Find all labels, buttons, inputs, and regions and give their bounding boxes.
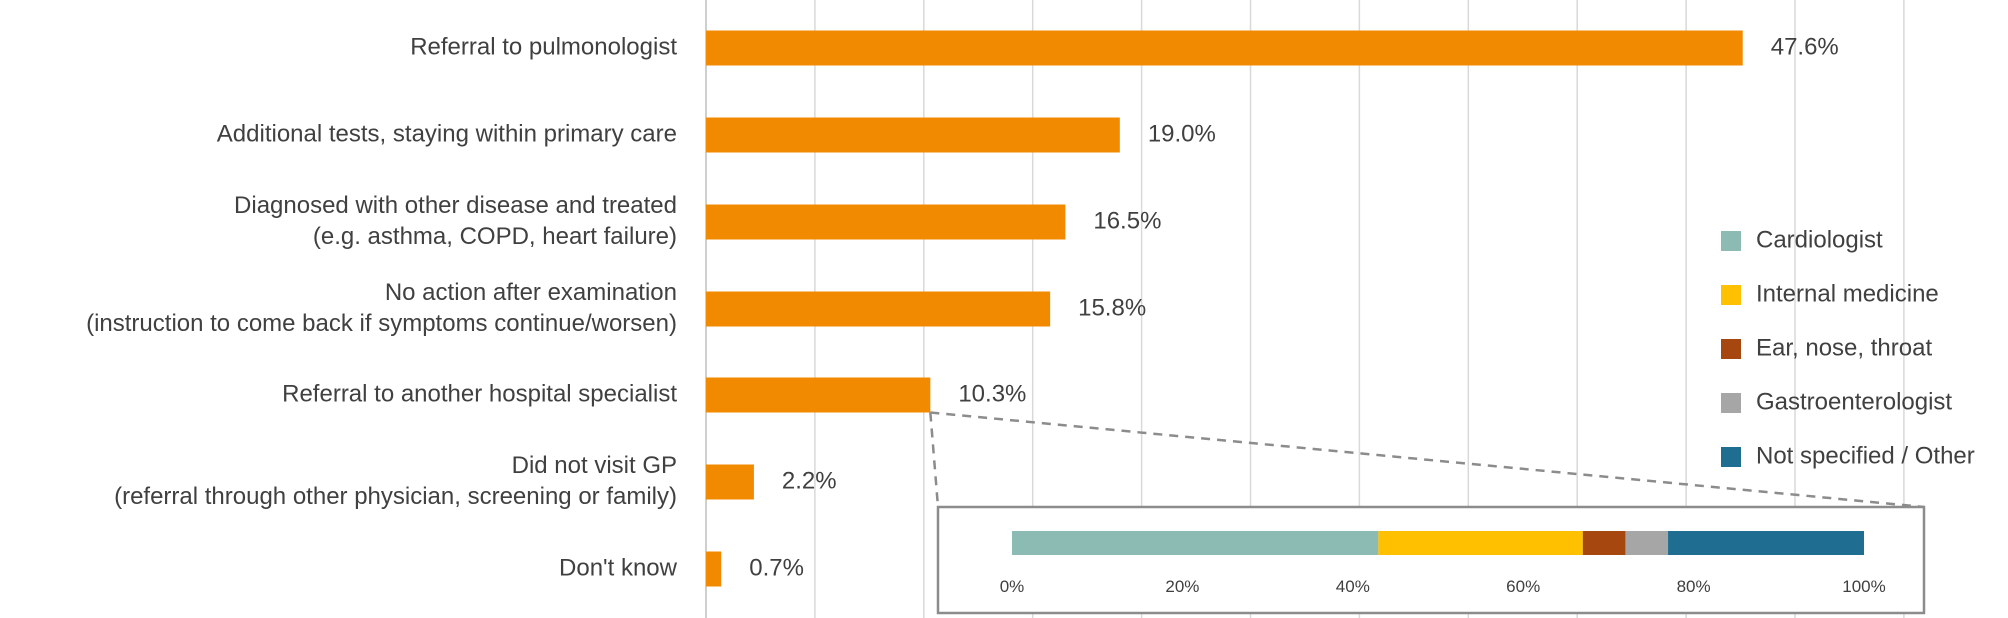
category-label: Don't know <box>559 554 678 581</box>
zoom-connector <box>929 411 1925 509</box>
inset-tick-label: 40% <box>1336 577 1370 596</box>
inset-segment <box>1668 531 1864 555</box>
inset-tick-label: 80% <box>1677 577 1711 596</box>
data-label: 0.7% <box>749 554 804 581</box>
legend-swatch <box>1721 285 1741 305</box>
inset-tick-label: 100% <box>1842 577 1885 596</box>
legend: Cardiologist Internal medicine Ear, nose, … <box>1721 226 1975 469</box>
legend-label: Internal medicine <box>1756 280 1939 307</box>
bar <box>706 30 1743 66</box>
category-label: (e.g. asthma, COPD, heart failure) <box>313 223 677 250</box>
inset-segment <box>1378 531 1583 555</box>
category-label: Referral to another hospital specialist <box>282 380 677 407</box>
inset-segment <box>1582 531 1626 555</box>
legend-label: Cardiologist <box>1756 226 1883 253</box>
bar <box>706 464 754 500</box>
inset-frame <box>936 505 1926 615</box>
category-label: Referral to pulmonologist <box>410 33 677 60</box>
category-label: (referral through other physician, scree… <box>114 483 677 510</box>
legend-swatch <box>1721 339 1741 359</box>
inset-tick-label: 0% <box>1000 577 1025 596</box>
main-bars <box>706 30 1743 587</box>
category-label: Additional tests, staying within primary… <box>217 120 677 147</box>
legend-label: Ear, nose, throat <box>1756 334 1932 361</box>
inset-tick-label: 20% <box>1165 577 1199 596</box>
bar <box>706 204 1066 240</box>
legend-label: Gastroenterologist <box>1756 388 1952 415</box>
inset-segment <box>1012 531 1379 555</box>
connector-line <box>929 412 940 508</box>
value-labels: 47.6% 19.0% 16.5% 15.8% 10.3% 2.2% 0.7% <box>749 33 1839 581</box>
inset-segment <box>1625 531 1669 555</box>
data-label: 16.5% <box>1093 207 1161 234</box>
category-label: No action after examination <box>385 279 677 306</box>
connector-line <box>930 411 1925 509</box>
inset-tick-label: 60% <box>1506 577 1540 596</box>
category-label: Did not visit GP <box>512 452 677 479</box>
bar <box>706 291 1051 327</box>
category-labels: Referral to pulmonologist Additional test… <box>86 33 678 581</box>
legend-swatch <box>1721 447 1741 467</box>
legend-label: Not specified / Other <box>1756 442 1975 469</box>
legend-swatch <box>1721 231 1741 251</box>
data-label: 10.3% <box>958 380 1026 407</box>
data-label: 2.2% <box>782 467 837 494</box>
inset-breakdown-chart: 0% 20% 40% 60% 80% 100% <box>936 505 1926 615</box>
bar <box>706 117 1120 153</box>
bar <box>706 377 931 413</box>
legend-swatch <box>1721 393 1741 413</box>
category-label: Diagnosed with other disease and treated <box>234 192 677 219</box>
data-label: 19.0% <box>1148 120 1216 147</box>
data-label: 15.8% <box>1078 294 1146 321</box>
bar <box>706 551 722 587</box>
category-label: (instruction to come back if symptoms co… <box>86 310 677 337</box>
data-label: 47.6% <box>1771 33 1839 60</box>
